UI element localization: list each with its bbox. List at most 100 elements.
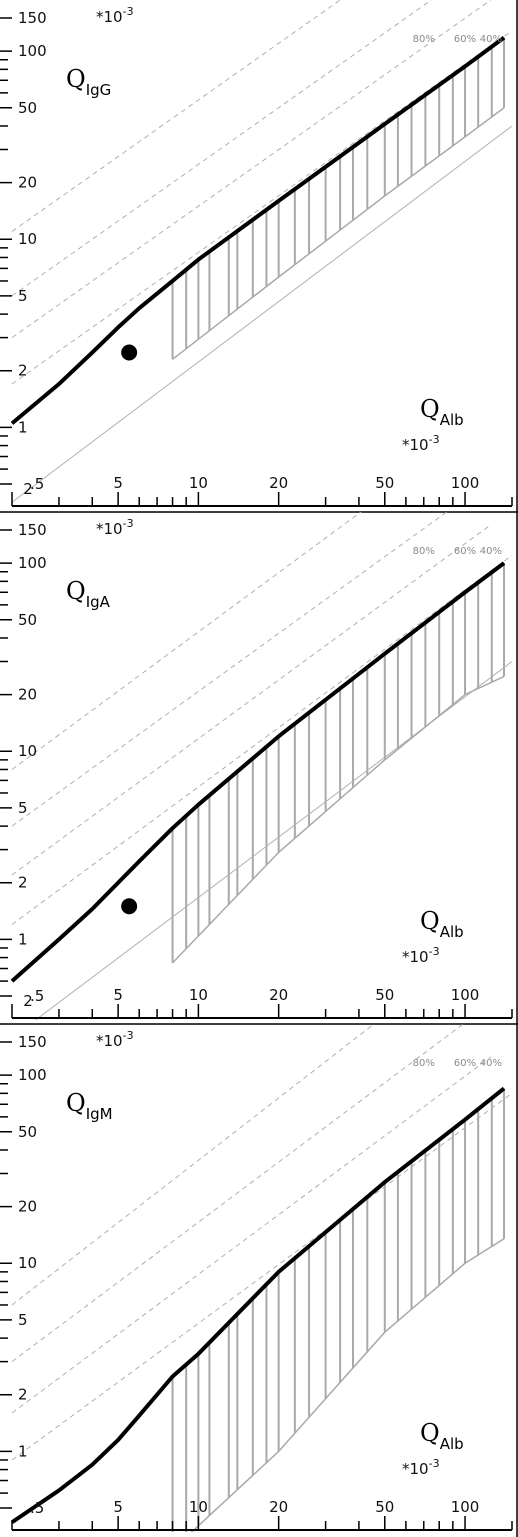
patient-point bbox=[121, 344, 138, 361]
patient-point bbox=[121, 898, 138, 915]
x-tick-label: 20 bbox=[269, 474, 288, 492]
x-tick-label: 50 bbox=[375, 474, 394, 492]
y-tick-label: 100 bbox=[18, 554, 47, 572]
upper-limit-curve bbox=[10, 35, 506, 425]
x-tick-label: 100 bbox=[451, 474, 480, 492]
hi-label: 60% bbox=[454, 546, 476, 557]
y-tick-label: 10 bbox=[18, 1254, 37, 1272]
y-axis-label: QIgM bbox=[66, 1089, 113, 1123]
x-tick-label: 20 bbox=[269, 986, 288, 1004]
y-tick-label: 20 bbox=[18, 174, 37, 192]
lower-limit-curve bbox=[172, 675, 505, 964]
x-axis-label: QAlb bbox=[420, 395, 464, 429]
hi-line-20pct bbox=[11, 30, 513, 385]
y-tick-label: 20 bbox=[18, 1198, 37, 1216]
y-tick-label: 10 bbox=[18, 230, 37, 248]
x-tick-label: 100 bbox=[451, 1498, 480, 1516]
y-tick-label: 100 bbox=[18, 1066, 47, 1084]
y-tick-label: 50 bbox=[18, 99, 37, 117]
plot-area bbox=[10, 0, 513, 503]
hi-line-40pct bbox=[11, 1056, 492, 1414]
x-tick-label: 20 bbox=[269, 1498, 288, 1516]
y-tick-label: 150 bbox=[18, 9, 47, 27]
y-tick-label: 50 bbox=[18, 611, 37, 629]
lower-limit-curve bbox=[190, 1238, 505, 1532]
x-tick-label: 10 bbox=[189, 1498, 208, 1516]
chart-panel-igm: 150 100 50 20 10 5 2 1 .5 5 10 20 50 100 *10-3 QIgM QAlb… bbox=[0, 1024, 513, 1532]
y-tick-label: 150 bbox=[18, 1033, 47, 1051]
y-multiplier: *10-3 bbox=[96, 517, 134, 538]
y-tick-label: 150 bbox=[18, 521, 47, 539]
plot-area bbox=[10, 512, 513, 1020]
y-tick-label: 2 bbox=[18, 1386, 28, 1404]
x-tick-label: 50 bbox=[375, 986, 394, 1004]
y-tick-label: .5 bbox=[30, 987, 44, 1005]
hi-label: 80% bbox=[413, 1058, 435, 1069]
x-tick-label: 5 bbox=[113, 474, 123, 492]
x-multiplier-exponent: -3 bbox=[429, 1457, 440, 1470]
x-tick-label: 5 bbox=[113, 1498, 123, 1516]
hi-label: 40% bbox=[480, 1058, 502, 1069]
y-tick-label: .5 bbox=[30, 475, 44, 493]
x-axis-label: QAlb bbox=[420, 1419, 464, 1453]
y-tick-label: 100 bbox=[18, 42, 47, 60]
hi-line-80pct bbox=[11, 0, 341, 232]
hi-line-40pct bbox=[11, 0, 492, 339]
hi-label: 40% bbox=[480, 34, 502, 45]
y-axis-subscript: IgM bbox=[86, 1105, 113, 1123]
x-tick-label: 100 bbox=[451, 986, 480, 1004]
x-axis-subscript: Alb bbox=[440, 411, 464, 429]
x-multiplier: *10-3 bbox=[402, 433, 440, 454]
x-tick-label: 2 bbox=[23, 480, 33, 498]
hi-label: 60% bbox=[454, 34, 476, 45]
x-axis-label: QAlb bbox=[420, 907, 464, 941]
x-tick-label: 10 bbox=[189, 986, 208, 1004]
x-multiplier: *10-3 bbox=[402, 945, 440, 966]
y-axis-label: QIgG bbox=[66, 65, 111, 99]
x-tick-label: 2 bbox=[23, 992, 33, 1010]
y-multiplier-exponent: -3 bbox=[123, 517, 134, 530]
y-tick-label: 10 bbox=[18, 742, 37, 760]
y-axis-label: QIgA bbox=[66, 577, 111, 611]
y-tick-label: 2 bbox=[18, 874, 28, 892]
y-tick-label: .5 bbox=[30, 1499, 44, 1517]
y-multiplier-exponent: -3 bbox=[123, 5, 134, 18]
hi-line-20pct bbox=[11, 554, 513, 925]
hi-line-60pct bbox=[11, 0, 433, 297]
y-multiplier-exponent: -3 bbox=[123, 1029, 134, 1042]
y-tick-label: 1 bbox=[18, 418, 28, 436]
hi-line-60pct bbox=[11, 512, 448, 827]
x-multiplier-exponent: -3 bbox=[429, 433, 440, 446]
upper-limit-curve bbox=[10, 1086, 506, 1524]
hi-line-80pct bbox=[11, 512, 362, 770]
x-axis-subscript: Alb bbox=[440, 1435, 464, 1453]
lower-limit-curve bbox=[172, 107, 505, 360]
y-tick-label: 1 bbox=[18, 1442, 28, 1460]
x-tick-label: 50 bbox=[375, 1498, 394, 1516]
hi-line-80pct bbox=[11, 1024, 375, 1306]
y-multiplier: *10-3 bbox=[96, 5, 134, 26]
y-tick-label: 50 bbox=[18, 1123, 37, 1141]
hi-line-0pct bbox=[11, 125, 513, 503]
hi-line-60pct bbox=[11, 1024, 465, 1363]
hi-label: 40% bbox=[480, 546, 502, 557]
x-multiplier: *10-3 bbox=[402, 1457, 440, 1478]
y-axis-subscript: IgG bbox=[86, 81, 112, 99]
y-multiplier: *10-3 bbox=[96, 1029, 134, 1050]
plot-area bbox=[10, 1024, 513, 1532]
y-tick-label: 2 bbox=[18, 362, 28, 380]
hi-label: 80% bbox=[413, 546, 435, 557]
hi-line-20pct bbox=[11, 1092, 513, 1461]
x-multiplier-exponent: -3 bbox=[429, 945, 440, 958]
y-tick-label: 5 bbox=[18, 799, 28, 817]
y-tick-label: 5 bbox=[18, 1311, 28, 1329]
x-tick-label: 5 bbox=[113, 986, 123, 1004]
y-tick-label: 20 bbox=[18, 686, 37, 704]
x-axis-subscript: Alb bbox=[440, 923, 464, 941]
y-axis-subscript: IgA bbox=[86, 593, 111, 611]
y-tick-label: 1 bbox=[18, 930, 28, 948]
hi-label: 60% bbox=[454, 1058, 476, 1069]
x-tick-label: 10 bbox=[189, 474, 208, 492]
